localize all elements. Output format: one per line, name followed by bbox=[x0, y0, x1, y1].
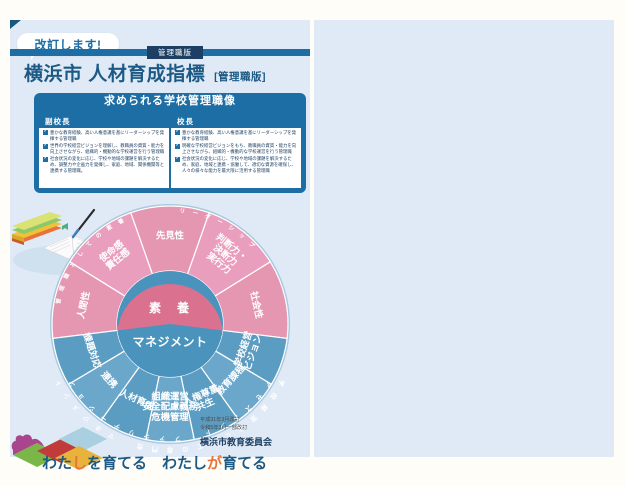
svg-text:メ: メ bbox=[71, 403, 81, 413]
svg-text:経: 経 bbox=[259, 403, 270, 414]
svg-text:ン: ン bbox=[62, 391, 71, 400]
svg-text:フ: フ bbox=[174, 435, 181, 443]
svg-text:校: 校 bbox=[268, 391, 279, 402]
svg-text:ト: ト bbox=[54, 378, 64, 387]
svg-text:先見性: 先見性 bbox=[156, 230, 185, 241]
svg-text:性: 性 bbox=[135, 442, 144, 452]
svg-text:ァ: ァ bbox=[159, 435, 166, 442]
svg-text:学: 学 bbox=[276, 378, 287, 388]
svg-text:マネジメント: マネジメント bbox=[132, 335, 207, 349]
svg-text:リ: リ bbox=[179, 207, 185, 215]
svg-text:素 養: 素 養 bbox=[149, 300, 191, 315]
